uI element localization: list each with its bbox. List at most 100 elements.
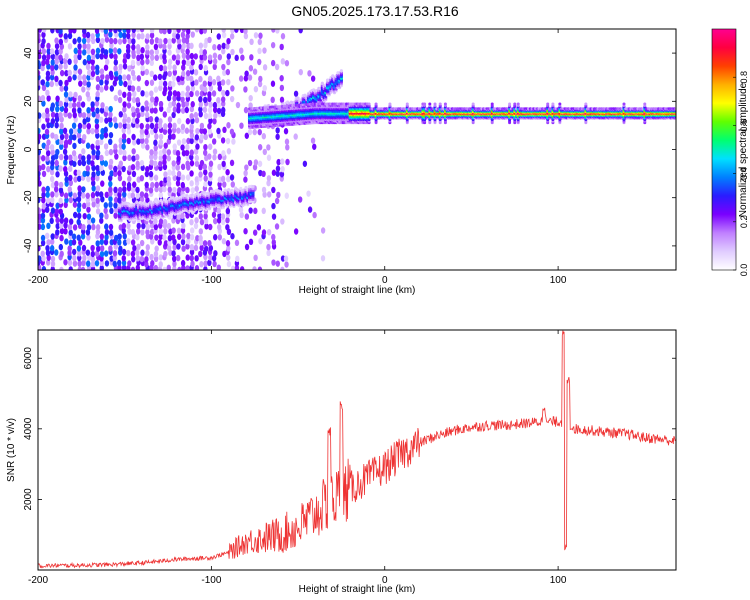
noise-cell [85,170,90,177]
noise-cell [95,107,100,114]
noise-cell [266,179,271,187]
noise-cell [199,133,204,141]
noise-cell [44,232,50,240]
noise-cell [189,52,195,60]
noise-cell [163,37,168,45]
noise-cell [145,123,150,130]
noise-cell [58,63,63,70]
noise-cell [77,74,82,81]
noise-cell [86,175,91,183]
noise-cell [90,70,96,77]
noise-cell [276,191,281,199]
noise-cell [81,223,86,231]
signal-cell [428,102,432,106]
noise-cell [207,106,213,114]
noise-cell [58,54,63,61]
noise-cell [122,149,127,156]
noise-cell [41,196,46,204]
noise-cell [94,260,100,267]
noise-cell [80,101,86,108]
noise-cell [285,144,290,151]
noise-cell [58,187,64,194]
noise-cell [198,75,203,83]
noise-cell [144,100,149,107]
noise-cell [38,79,41,86]
noise-cell [118,79,123,87]
noise-cell [185,53,191,61]
noise-cell [90,244,95,252]
noise-cell [130,192,136,199]
noise-cell [163,171,168,178]
signal-cell [405,102,409,106]
noise-cell [91,171,96,178]
noise-cell [239,122,244,129]
noise-cell [108,105,113,113]
noise-cell [38,60,41,67]
noise-cell [82,79,87,86]
noise-cell [50,53,56,60]
noise-cell [171,37,176,44]
noise-cell [86,234,91,241]
noise-cell [45,58,50,66]
noise-cell [118,137,123,144]
noise-cell [202,128,208,135]
noise-cell [181,52,187,60]
noise-cell [154,48,160,56]
noise-cell [140,110,145,118]
noise-cell [38,112,42,119]
noise-cell [226,78,231,86]
noise-cell [131,148,136,155]
noise-cell [266,228,272,236]
noise-cell [208,171,213,178]
noise-cell [95,90,100,98]
noise-cell [108,111,113,118]
noise-cell [162,163,168,171]
noise-cell [180,181,185,189]
noise-cell [82,202,87,210]
noise-cell [85,249,91,256]
noise-cell [72,134,77,141]
noise-cell [171,255,177,263]
noise-cell [203,245,209,252]
noise-cell [50,191,55,198]
noise-cell [103,49,109,56]
noise-cell [144,79,150,87]
noise-cell [207,36,212,44]
noise-cell [153,74,158,81]
noise-cell [90,191,96,199]
noise-cell [113,59,119,66]
noise-cell [117,89,123,96]
noise-cell [95,174,100,182]
noise-cell [86,36,91,44]
noise-cell [162,158,167,166]
noise-cell [103,126,108,134]
noise-cell [63,259,68,266]
noise-cell [117,48,122,55]
noise-cell [126,52,131,60]
noise-cell [38,53,42,60]
noise-cell [194,217,199,224]
noise-cell [45,191,50,198]
noise-cell [199,84,204,91]
noise-cell [123,80,128,88]
noise-cell [274,223,280,230]
noise-cell [244,132,250,139]
noise-cell [220,79,226,86]
noise-cell [153,264,159,270]
noise-cell [55,148,60,156]
noise-cell [46,139,51,146]
noise-cell [212,101,218,109]
noise-cell [186,42,191,50]
noise-cell [130,69,136,77]
noise-cell [266,249,271,257]
noise-cell [135,44,141,51]
signal-cell [433,102,437,106]
noise-cell [95,197,100,204]
noise-cell [271,233,276,241]
noise-cell [71,107,77,114]
noise-cell [239,266,245,270]
noise-cell [144,111,150,119]
noise-cell [63,154,69,161]
noise-cell [153,149,158,156]
